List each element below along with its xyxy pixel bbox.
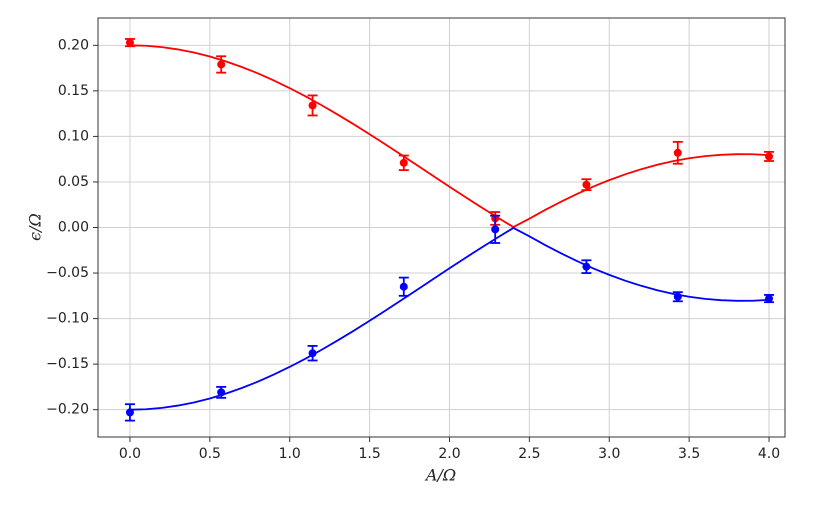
y-axis-label: ϵ/Ω xyxy=(26,213,45,241)
x-tick-label: 1.0 xyxy=(279,446,301,462)
data-point xyxy=(765,294,774,303)
x-tick-label: 2.0 xyxy=(438,446,460,462)
plot-frame xyxy=(97,17,786,438)
y-tick-label: −0.15 xyxy=(46,356,89,372)
x-tick-label: 0.0 xyxy=(119,446,141,462)
data-point xyxy=(673,148,682,157)
x-tick-label: 3.0 xyxy=(598,446,620,462)
y-tick-label: −0.10 xyxy=(46,311,89,327)
y-tick-label: −0.05 xyxy=(46,265,89,281)
y-tick-label: 0.15 xyxy=(58,83,89,99)
data-point xyxy=(582,262,591,271)
data-point xyxy=(399,282,408,291)
x-tick-label: 3.5 xyxy=(678,446,700,462)
data-point xyxy=(217,388,226,397)
x-tick-label: 1.5 xyxy=(358,446,380,462)
data-point xyxy=(765,152,774,161)
data-point xyxy=(582,180,591,189)
data-point xyxy=(125,408,134,417)
x-tick-label: 0.5 xyxy=(199,446,221,462)
y-tick-label: −0.20 xyxy=(46,402,89,418)
data-point xyxy=(308,349,317,358)
x-axis-label: A/Ω xyxy=(424,466,456,485)
y-tick-label: 0.00 xyxy=(58,220,89,236)
data-point xyxy=(399,158,408,167)
data-point xyxy=(673,292,682,301)
x-tick-label: 2.5 xyxy=(518,446,540,462)
y-tick-label: 0.20 xyxy=(58,37,89,53)
y-tick-label: 0.10 xyxy=(58,128,89,144)
x-tick-label: 4.0 xyxy=(758,446,780,462)
data-point xyxy=(308,101,317,110)
y-tick-label: 0.05 xyxy=(58,174,89,190)
data-point xyxy=(491,225,500,234)
data-point xyxy=(125,38,134,47)
curve xyxy=(129,226,770,411)
curve xyxy=(129,44,770,229)
data-point xyxy=(217,60,226,69)
